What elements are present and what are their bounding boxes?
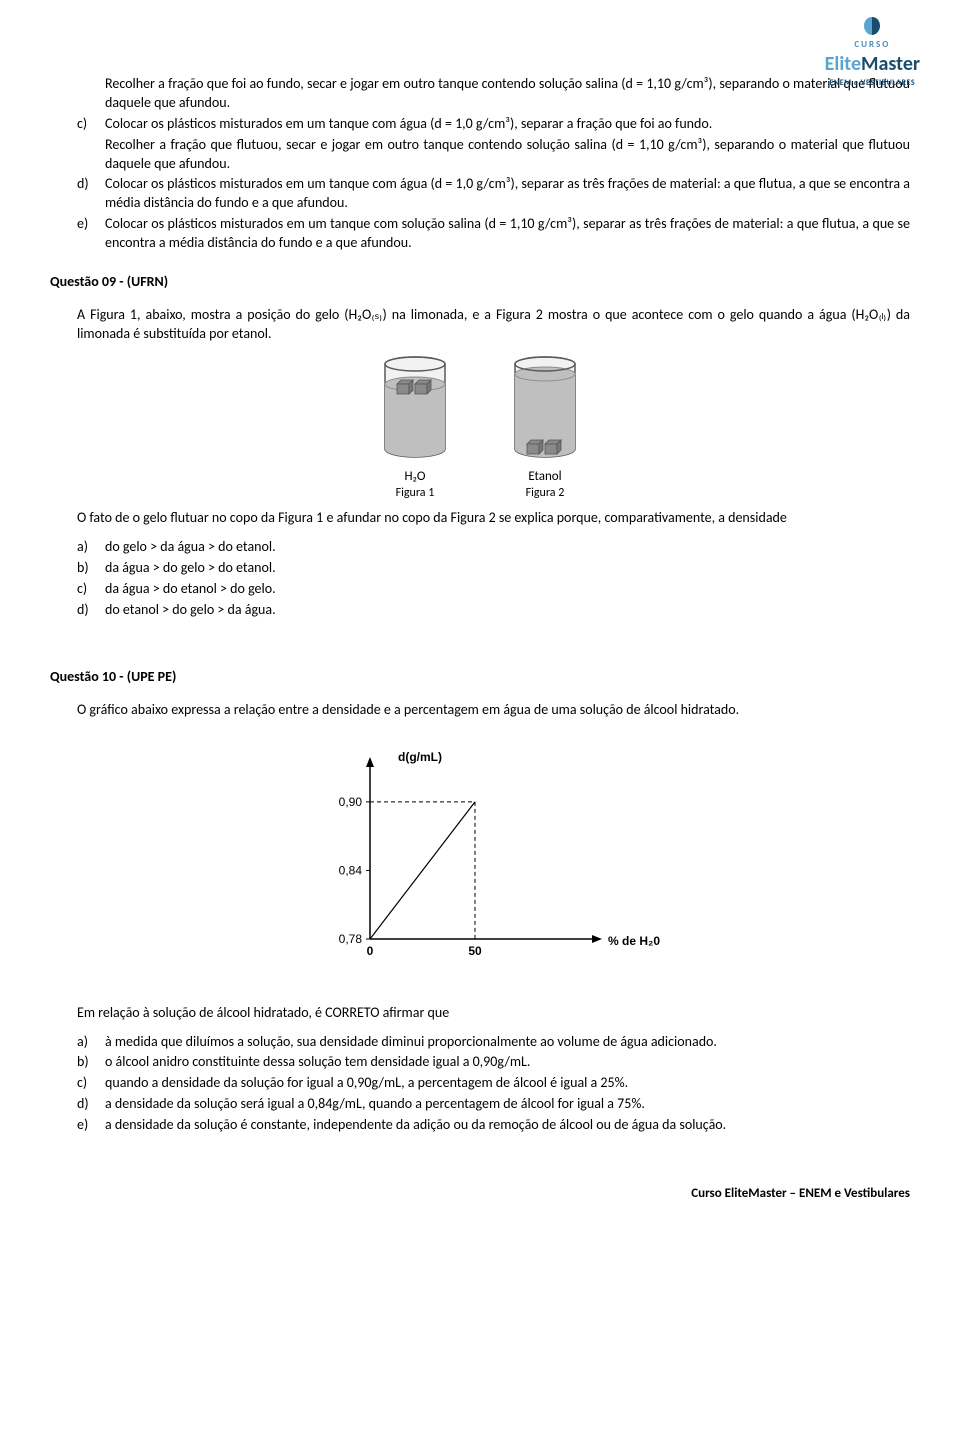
figure-2: Etanol Figura 2 [505,354,585,502]
figure-row: H₂O Figura 1 Etanol Figura 2 [50,354,910,502]
q09-option-d: d)do etanol > do gelo > da água. [105,601,910,620]
density-chart-svg: 0,90 0,84 0,78 0 50 d(g/mL) % de H₂0 [300,744,660,974]
svg-text:d(g/mL): d(g/mL) [398,750,442,764]
option-c: c) Colocar os plásticos misturados em um… [105,115,910,134]
question-10-after: Em relação à solução de álcool hidratado… [50,1004,910,1023]
figure-1-fluid: H₂O [375,468,455,486]
svg-text:50: 50 [468,944,482,958]
q09-option-c: c)da água > do etanol > do gelo. [105,580,910,599]
figure-1: H₂O Figura 1 [375,354,455,502]
continued-options: Recolher a fração que foi ao fundo, seca… [50,75,910,253]
q09-option-b: b)da água > do gelo > do etanol. [105,559,910,578]
svg-text:0: 0 [367,944,374,958]
question-09-header: Questão 09 - (UFRN) [50,273,910,292]
brand-logo: CURSO EliteMaster ENEM e VESTIBULARES [825,15,920,89]
option-continuation: Recolher a fração que foi ao fundo, seca… [105,75,910,113]
figure-2-caption: Figura 2 [505,485,585,501]
option-c-continuation: Recolher a fração que flutuou, secar e j… [105,136,910,174]
option-d: d) Colocar os plásticos misturados em um… [105,175,910,213]
q10-option-c: c)quando a densidade da solução for igua… [105,1074,910,1093]
option-e: e) Colocar os plásticos misturados em um… [105,215,910,253]
logo-curso: CURSO [825,39,920,51]
svg-text:% de H₂0: % de H₂0 [608,934,660,948]
question-10-intro: O gráfico abaixo expressa a relação entr… [50,701,910,720]
q10-option-b: b)o álcool anidro constituinte dessa sol… [105,1053,910,1072]
q09-option-a: a)do gelo > da água > do etanol. [105,538,910,557]
q10-option-d: d)a densidade da solução será igual a 0,… [105,1095,910,1114]
figure-2-fluid: Etanol [505,468,585,486]
svg-text:0,84: 0,84 [339,863,363,877]
page-footer: Curso EliteMaster – ENEM e Vestibulares [50,1185,910,1203]
svg-text:0,90: 0,90 [339,795,363,809]
q10-option-e: e)a densidade da solução é constante, in… [105,1116,910,1135]
beaker-2-svg [505,354,585,464]
q10-option-a: a)à medida que diluímos a solução, sua d… [105,1033,910,1052]
question-09-options: a)do gelo > da água > do etanol. b)da ág… [50,538,910,620]
svg-text:0,78: 0,78 [339,932,363,946]
figure-1-caption: Figura 1 [375,485,455,501]
beaker-1-svg [375,354,455,464]
question-10-header: Questão 10 - (UPE PE) [50,668,910,687]
question-10-options: a)à medida que diluímos a solução, sua d… [50,1033,910,1135]
logo-sub: ENEM e VESTIBULARES [825,78,920,89]
density-chart: 0,90 0,84 0,78 0 50 d(g/mL) % de H₂0 [50,744,910,974]
question-09-after: O fato de o gelo flutuar no copo da Figu… [50,509,910,528]
question-09-intro: A Figura 1, abaixo, mostra a posição do … [50,306,910,344]
logo-main: EliteMaster [825,51,920,78]
